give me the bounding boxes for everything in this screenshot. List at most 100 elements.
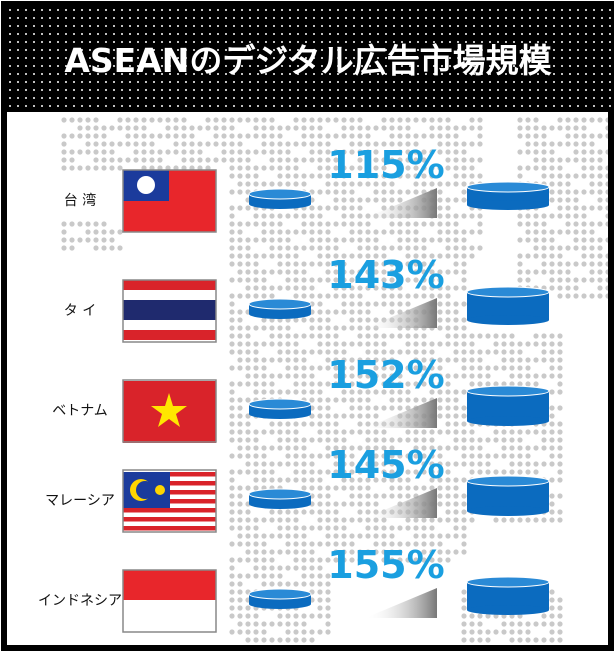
map-dot bbox=[133, 117, 139, 123]
map-dot bbox=[501, 517, 507, 523]
map-dot bbox=[245, 605, 251, 611]
map-dot bbox=[461, 477, 467, 483]
map-dot bbox=[253, 445, 259, 451]
map-dot bbox=[493, 365, 499, 371]
map-dot bbox=[301, 557, 307, 563]
map-dot bbox=[293, 157, 299, 163]
map-dot bbox=[253, 453, 259, 459]
map-dot bbox=[325, 205, 331, 211]
map-dot bbox=[581, 165, 587, 171]
map-dot bbox=[565, 181, 571, 187]
map-dot bbox=[557, 421, 563, 427]
map-dot bbox=[333, 253, 339, 259]
map-dot bbox=[341, 413, 347, 419]
map-dot bbox=[261, 165, 267, 171]
map-dot bbox=[373, 373, 379, 379]
map-dot bbox=[301, 629, 307, 635]
map-dot bbox=[77, 133, 83, 139]
map-dot bbox=[517, 277, 523, 283]
map-dot bbox=[381, 429, 387, 435]
map-dot bbox=[365, 133, 371, 139]
map-dot bbox=[317, 157, 323, 163]
map-dot bbox=[261, 253, 267, 259]
map-dot bbox=[61, 237, 67, 243]
map-dot bbox=[461, 589, 467, 595]
map-dot bbox=[525, 453, 531, 459]
map-dot bbox=[525, 141, 531, 147]
map-dot bbox=[205, 117, 211, 123]
map-dot bbox=[357, 509, 363, 515]
map-dot bbox=[581, 189, 587, 195]
map-dot bbox=[549, 341, 555, 347]
map-dot bbox=[469, 517, 475, 523]
map-dot bbox=[421, 525, 427, 531]
map-dot bbox=[429, 533, 435, 539]
map-dot bbox=[61, 157, 67, 163]
cylinder-bottom bbox=[249, 409, 311, 419]
map-dot bbox=[453, 245, 459, 251]
map-dot bbox=[421, 245, 427, 251]
map-dot bbox=[541, 157, 547, 163]
map-dot bbox=[461, 189, 467, 195]
map-dot bbox=[301, 421, 307, 427]
map-dot bbox=[285, 437, 291, 443]
map-dot bbox=[261, 269, 267, 275]
map-dot bbox=[429, 149, 435, 155]
map-dot bbox=[325, 493, 331, 499]
map-dot bbox=[357, 293, 363, 299]
map-dot bbox=[589, 141, 595, 147]
map-dot bbox=[477, 365, 483, 371]
map-dot bbox=[309, 117, 315, 123]
map-dot bbox=[245, 637, 251, 643]
map-dot bbox=[549, 253, 555, 259]
map-dot bbox=[373, 261, 379, 267]
map-dot bbox=[157, 157, 163, 163]
map-dot bbox=[397, 237, 403, 243]
map-dot bbox=[309, 365, 315, 371]
map-dot bbox=[421, 437, 427, 443]
map-dot bbox=[229, 565, 235, 571]
map-dot bbox=[437, 237, 443, 243]
map-dot bbox=[421, 133, 427, 139]
map-dot bbox=[325, 325, 331, 331]
map-dot bbox=[277, 173, 283, 179]
map-dot bbox=[309, 469, 315, 475]
map-dot bbox=[445, 141, 451, 147]
map-dot bbox=[373, 165, 379, 171]
map-dot bbox=[285, 629, 291, 635]
map-dot bbox=[261, 573, 267, 579]
map-dot bbox=[557, 445, 563, 451]
map-dot bbox=[397, 173, 403, 179]
cylinder-bottom bbox=[249, 309, 311, 319]
map-dot bbox=[93, 245, 99, 251]
map-dot bbox=[381, 469, 387, 475]
map-dot bbox=[317, 205, 323, 211]
country-label: インドネシア bbox=[38, 593, 122, 609]
map-dot bbox=[181, 149, 187, 155]
map-dot bbox=[61, 221, 67, 227]
map-dot bbox=[269, 341, 275, 347]
map-dot bbox=[453, 253, 459, 259]
map-dot bbox=[317, 477, 323, 483]
map-dot bbox=[293, 429, 299, 435]
map-dot bbox=[325, 525, 331, 531]
map-dot bbox=[477, 437, 483, 443]
map-dot bbox=[557, 389, 563, 395]
map-dot bbox=[557, 469, 563, 475]
map-dot bbox=[557, 605, 563, 611]
map-dot bbox=[421, 341, 427, 347]
map-dot bbox=[85, 165, 91, 171]
map-dot bbox=[253, 469, 259, 475]
map-dot bbox=[525, 213, 531, 219]
map-dot bbox=[301, 477, 307, 483]
map-dot bbox=[381, 541, 387, 547]
map-dot bbox=[453, 509, 459, 515]
map-dot bbox=[277, 573, 283, 579]
map-dot bbox=[461, 461, 467, 467]
map-dot bbox=[373, 541, 379, 547]
map-dot bbox=[333, 245, 339, 251]
map-dot bbox=[229, 557, 235, 563]
map-dot bbox=[373, 365, 379, 371]
country-label: ベトナム bbox=[52, 403, 108, 419]
map-dot bbox=[453, 325, 459, 331]
